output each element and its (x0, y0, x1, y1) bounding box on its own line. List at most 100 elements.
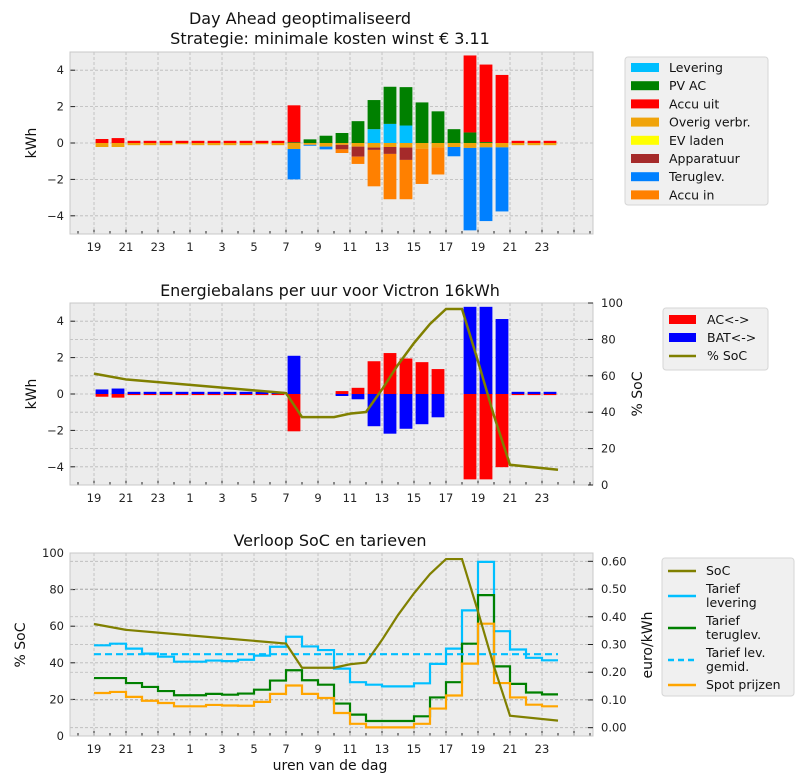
bar-bat (207, 391, 221, 394)
bar-accu-uit (463, 55, 477, 133)
legend-swatch (669, 333, 696, 342)
x-tick-label: 19 (87, 240, 102, 254)
y-right-tick-label: 60 (601, 369, 616, 383)
bar-bat (399, 394, 413, 429)
x-tick-label: 21 (503, 240, 518, 254)
x-tick-label: 7 (282, 742, 289, 756)
y-tick-label: −4 (47, 460, 64, 474)
bar-accu-in (383, 153, 397, 200)
bar-overig-verbr- (527, 143, 541, 146)
bar-ac (127, 394, 141, 396)
bar-accu-uit (255, 140, 269, 143)
bar-accu-uit (159, 140, 173, 143)
x-tick-label: 13 (375, 491, 390, 505)
bar-apparatuur (399, 147, 413, 160)
bar-overig-verbr- (95, 143, 109, 148)
bar-bat (255, 391, 269, 394)
y-right-tick-label: 0.10 (601, 693, 627, 707)
legend-swatch (669, 315, 696, 324)
bar-overig-verbr- (335, 143, 349, 145)
bar-levering (399, 125, 413, 143)
y-tick-label: −2 (47, 423, 64, 437)
bar-pv-ac (447, 129, 461, 143)
x-tick-label: 23 (151, 240, 166, 254)
x-tick-label: 1 (186, 240, 193, 254)
bar-teruglev- (447, 147, 461, 157)
y-tick-label: 100 (42, 546, 64, 560)
legend-label-line: Tarief lev. (705, 645, 765, 660)
y-right-axis-label: euro/kWh (640, 611, 656, 678)
soc-line (93, 557, 559, 722)
legend-swatch (631, 117, 659, 127)
bar-pv-ac (319, 135, 333, 143)
y-right-tick-label: 0.60 (601, 554, 627, 568)
bar-pv-ac (287, 142, 301, 143)
x-tick-label: 9 (314, 742, 321, 756)
bar-overig-verbr- (319, 143, 333, 147)
legend: AC<-> BAT<-> % SoC (662, 307, 769, 371)
bar-bat (511, 391, 525, 394)
y-right-tick-label: 100 (601, 296, 623, 310)
x-tick-label: 19 (471, 240, 486, 254)
tarief-teruglev-line (94, 594, 558, 723)
bar-apparatuur (335, 144, 349, 150)
bar-ac (239, 394, 253, 396)
bar-ac (431, 369, 445, 394)
x-tick-label: 19 (471, 742, 486, 756)
bar-bat (351, 394, 365, 400)
bar-pv-ac (463, 132, 477, 143)
bar-bat (287, 355, 301, 394)
bar-accu-uit (543, 140, 557, 143)
y-right-tick-label: 80 (601, 332, 616, 346)
bar-accu-uit (495, 74, 509, 143)
bar-ac (175, 394, 189, 396)
plot-border (69, 302, 594, 486)
bar-ac (191, 394, 205, 396)
bar-overig-verbr- (223, 143, 237, 146)
bar-teruglev- (463, 147, 477, 231)
bar-bat (495, 319, 509, 394)
bar-ac (95, 394, 109, 397)
bar-accu-uit (527, 140, 541, 143)
legend-label: Levering (669, 60, 723, 75)
bar-accu-uit (175, 140, 189, 143)
bar-overig-verbr- (143, 143, 157, 146)
legend-label: Overig verbr. (669, 115, 751, 130)
bar-ac (399, 358, 413, 394)
bar-overig-verbr- (495, 143, 509, 148)
x-tick-label: 11 (343, 240, 358, 254)
bar-ac (543, 394, 557, 396)
bar-bat (479, 306, 493, 394)
bar-ac (383, 353, 397, 394)
bar-bat (527, 391, 541, 394)
x-tick-label: 1 (186, 742, 193, 756)
legend-label: Accu in (669, 187, 714, 202)
chart-energiebalans: Energiebalans per uur voor Victron 16kWh… (24, 281, 769, 505)
bar-accu-in (399, 159, 413, 200)
y-tick-label: 2 (57, 351, 64, 365)
bar-accu-in (335, 149, 349, 154)
y-tick-label: 20 (49, 692, 64, 706)
bar-teruglev- (319, 146, 333, 150)
y-right-axis-label: % SoC (630, 371, 646, 416)
tarief-levering-line (94, 560, 558, 688)
bar-overig-verbr- (479, 143, 493, 148)
y-right-tick-label: 20 (601, 442, 616, 456)
x-tick-label: 21 (119, 240, 134, 254)
bar-overig-verbr- (431, 143, 445, 148)
bar-accu-uit (223, 140, 237, 143)
bar-pv-ac (479, 142, 493, 143)
x-tick-label: 7 (282, 491, 289, 505)
bar-bat (383, 394, 397, 434)
x-tick-label: 19 (87, 742, 102, 756)
bar-overig-verbr- (383, 143, 397, 148)
x-tick-label: 17 (439, 742, 454, 756)
x-tick-label: 23 (535, 491, 550, 505)
bar-bat (335, 394, 349, 397)
bar-bat (191, 391, 205, 394)
legend-label: PV AC (669, 78, 706, 93)
x-tick-label: 21 (503, 491, 518, 505)
x-tick-label: 21 (119, 491, 134, 505)
